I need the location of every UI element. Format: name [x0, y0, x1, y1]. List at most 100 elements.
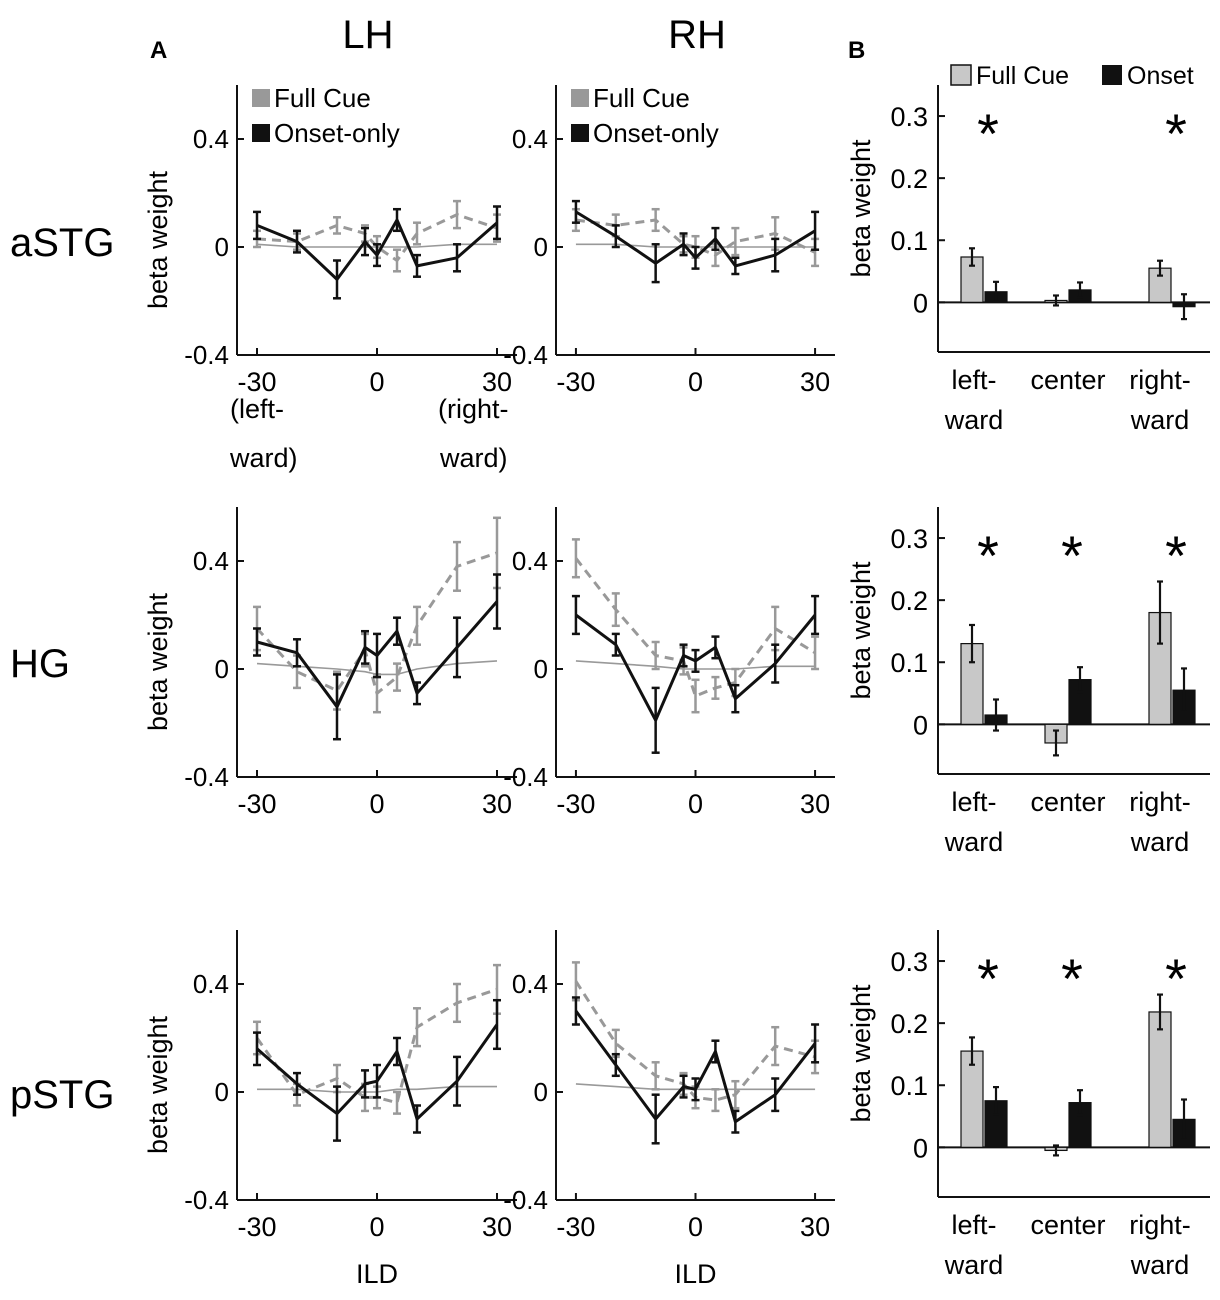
y-tick-label: 0: [215, 654, 229, 684]
x-tick-label: 30: [800, 367, 830, 397]
y-tick-label: -0.4: [184, 762, 229, 792]
legend-swatch-onset-only: [252, 124, 270, 142]
y-tick-label: 0.4: [512, 969, 548, 999]
y-axis-label: beta weight: [846, 984, 876, 1123]
category-label: center: [1030, 787, 1105, 817]
line-chart-pstg-rh: 0.4 0 -0.4 -30 0 30 ILD: [503, 930, 835, 1289]
legend-label-onset-only: Onset-only: [274, 118, 400, 148]
legend-swatch-onset-only: [571, 124, 589, 142]
x-note-right: (right-: [438, 394, 509, 424]
x-tick-label: 0: [369, 1212, 384, 1242]
significance-star: *: [1061, 524, 1083, 587]
x-note-left: (left-: [230, 394, 284, 424]
x-tick-label: 0: [688, 789, 703, 819]
bar-legend: Full Cue Onset: [950, 62, 1194, 90]
y-tick-label: 0: [215, 232, 229, 262]
significance-star: *: [977, 102, 999, 165]
y-tick-label: 0.2: [890, 164, 928, 194]
category-label: center: [1030, 365, 1105, 395]
y-axis-label: beta weight: [846, 561, 876, 700]
legend-label-full-cue: Full Cue: [274, 83, 371, 113]
x-tick-label: -30: [556, 1212, 595, 1242]
y-tick-label: -0.4: [184, 340, 229, 370]
line-chart-hg-rh: 0.4 0 -0.4 -30 0 30: [503, 507, 835, 819]
line-chart-astg-lh: 0.4 0 -0.4 -30 0 30 beta weight (left-ward) (rig…: [143, 83, 517, 473]
line-chart-astg-rh: 0.4 0 -0.4 -30 0 30 Full Cue Onset-only: [503, 83, 835, 397]
category-label: ward: [1130, 827, 1190, 857]
y-tick-label: 0.1: [890, 1071, 928, 1101]
legend-label-full-cue: Full Cue: [593, 83, 690, 113]
y-tick-label: 0.1: [890, 648, 928, 678]
y-tick-label: 0.1: [890, 226, 928, 256]
x-tick-label: -30: [237, 1212, 276, 1242]
x-tick-label: 30: [800, 789, 830, 819]
x-note-left: ward): [229, 443, 298, 473]
x-tick-label: 0: [688, 1212, 703, 1242]
category-label: right-: [1129, 1210, 1191, 1240]
category-label: left-: [951, 787, 996, 817]
category-label: ward: [944, 1250, 1004, 1280]
y-tick-label: 0.4: [193, 969, 229, 999]
series-line-full-cue: [256, 213, 498, 262]
chart-panels: 0.4 0 -0.4 -30 0 30 beta weight (left-ward) (rig…: [143, 62, 1210, 1289]
legend-swatch-full-cue: [950, 64, 972, 86]
column-title-rh: RH: [668, 13, 726, 57]
category-label: ward: [944, 405, 1004, 435]
x-note-right: ward): [439, 443, 508, 473]
significance-star: *: [1165, 102, 1187, 165]
x-axis-label: ILD: [356, 1259, 398, 1289]
y-axis-label: beta weight: [143, 592, 173, 731]
category-label: right-: [1129, 787, 1191, 817]
y-tick-label: 0.4: [512, 546, 548, 576]
x-tick-label: 30: [800, 1212, 830, 1242]
row-label-pstg: pSTG: [10, 1073, 114, 1117]
y-tick-label: 0: [215, 1077, 229, 1107]
y-tick-label: 0.4: [512, 124, 548, 154]
y-tick-label: 0.2: [890, 586, 928, 616]
x-tick-label: 30: [482, 1212, 512, 1242]
category-label: right-: [1129, 365, 1191, 395]
x-tick-label: 30: [482, 789, 512, 819]
y-tick-label: 0: [534, 654, 548, 684]
y-axis-label: beta weight: [143, 170, 173, 309]
significance-star: *: [1165, 947, 1187, 1010]
significance-star: *: [1061, 947, 1083, 1010]
x-tick-label: 0: [369, 789, 384, 819]
y-axis-label: beta weight: [846, 139, 876, 278]
y-tick-label: 0: [913, 710, 928, 740]
legend-swatch-full-cue: [252, 89, 270, 107]
y-tick-label: 0.3: [890, 524, 928, 554]
category-label: left-: [951, 365, 996, 395]
row-label-hg: HG: [10, 642, 70, 686]
series-line-full-cue: [574, 557, 816, 698]
panel-label-b: B: [848, 37, 865, 64]
y-tick-label: -0.4: [503, 340, 548, 370]
legend-swatch-onset: [1102, 65, 1122, 85]
category-label: left-: [951, 1210, 996, 1240]
x-tick-label: 0: [688, 367, 703, 397]
significance-star: *: [977, 947, 999, 1010]
bar-full-cue: [1148, 1011, 1172, 1148]
row-label-astg: aSTG: [10, 221, 114, 265]
category-label: ward: [944, 827, 1004, 857]
y-tick-label: 0.4: [193, 124, 229, 154]
y-axis-label: beta weight: [143, 1015, 173, 1154]
x-tick-label: -30: [237, 789, 276, 819]
y-tick-label: 0: [913, 1133, 928, 1163]
x-tick-label: 0: [369, 367, 384, 397]
legend-label-onset-only: Onset-only: [593, 118, 719, 148]
legend-label-onset: Onset: [1127, 62, 1194, 90]
y-tick-label: 0: [913, 288, 928, 318]
y-tick-label: -0.4: [503, 762, 548, 792]
line-chart-pstg-lh: 0.4 0 -0.4 -30 0 30 beta weight ILD: [143, 930, 517, 1289]
x-tick-label: 30: [482, 367, 512, 397]
y-tick-label: 0.3: [890, 947, 928, 977]
bar-chart-astg: 0.3 0.2 0.1 0 beta weight * left-ward center * ri…: [846, 85, 1210, 435]
significance-star: *: [1165, 524, 1187, 587]
y-tick-label: 0.3: [890, 102, 928, 132]
series-line-full-cue: [575, 218, 816, 257]
y-tick-label: 0: [534, 1077, 548, 1107]
category-label: ward: [1130, 1250, 1190, 1280]
panel-label-a: A: [150, 37, 167, 64]
